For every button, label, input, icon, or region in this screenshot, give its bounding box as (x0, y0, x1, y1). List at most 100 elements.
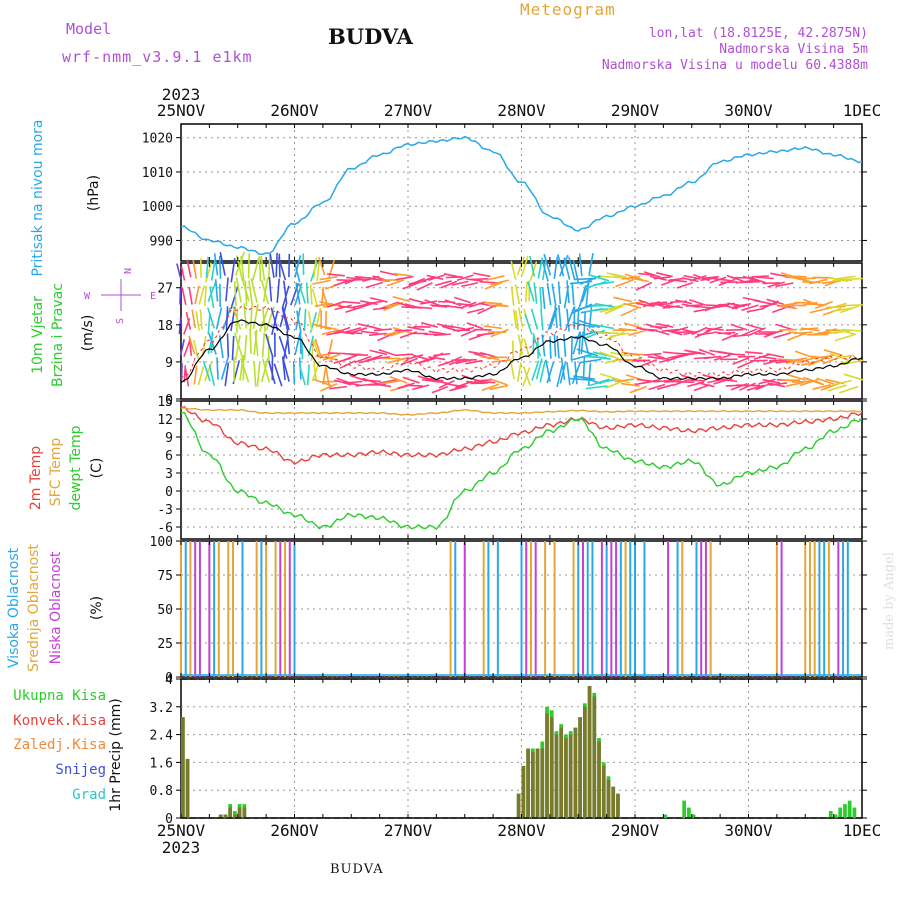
wind-arrow (476, 332, 495, 336)
wind-arrow (293, 260, 301, 283)
wind-arrow (318, 256, 326, 276)
wind-arrow (329, 385, 347, 390)
bottom-date-label: 30NOV (724, 821, 773, 840)
wind-arrow (727, 353, 746, 356)
wind-arrow (740, 328, 758, 337)
wind-arrow (547, 308, 557, 331)
wind-arrow (732, 357, 750, 365)
wind-arrow (719, 378, 738, 383)
wind-arrow (361, 330, 379, 335)
wind-arrow (748, 276, 767, 284)
model-elevation-text: Nadmorska Visina u modelu 60.4388m (601, 58, 868, 73)
wind-arrow (481, 383, 500, 392)
temp-ytick-label: 0 (165, 485, 173, 500)
wind-arrow (787, 374, 806, 381)
tick-labels: 990100010101020091827-6-3036912150255075… (142, 85, 882, 857)
wind-arrow (460, 301, 477, 309)
wind-arrow (247, 253, 251, 279)
temp-line-2 (180, 411, 863, 531)
wind-arrow (269, 253, 275, 278)
wind-arrow (671, 326, 689, 333)
wind-arrow (261, 358, 271, 383)
wind-arrow (318, 324, 337, 331)
bottom-date-label: 27NOV (384, 821, 433, 840)
precip-conv-bar (592, 696, 597, 818)
bottom-date-label: 1DEC (843, 821, 882, 840)
wind-arrow (466, 322, 484, 330)
wind-arrow (418, 357, 436, 364)
wind-arrow (305, 282, 309, 304)
wind-arrow (470, 382, 488, 385)
wind-arrow (632, 359, 651, 362)
temp-ytick-label: -6 (157, 521, 173, 536)
wind-arrow (231, 335, 235, 361)
wind-arrows (176, 251, 864, 394)
grid-lines (181, 124, 862, 818)
precip-conv-bar (573, 727, 578, 818)
wind-arrow (631, 277, 650, 283)
wind-arrow (372, 356, 391, 360)
wind-arrow (600, 275, 621, 279)
wind-arrow (489, 377, 508, 386)
wind-arrow (529, 255, 536, 277)
wind-arrow (745, 351, 763, 355)
wind-arrow (411, 384, 430, 391)
wind-arrow (737, 360, 754, 369)
precip-ytick-label: 4 (165, 673, 173, 688)
wind-arrow (363, 379, 381, 383)
wind-arrow (835, 275, 856, 280)
precip-conv-bar (223, 814, 228, 818)
wind-arrow (766, 298, 784, 306)
wind-arrow (524, 282, 528, 303)
wind-arrow (454, 296, 471, 304)
wind-arrow (450, 385, 468, 392)
wind-arrow (582, 356, 586, 380)
wind-arrow (327, 352, 346, 355)
wind-arrow (579, 358, 602, 364)
wind-arrow (260, 357, 269, 383)
wind-arrow (209, 286, 215, 309)
wind-arrow (788, 275, 807, 278)
wind-arrow (320, 383, 338, 392)
wind-arrow (539, 361, 546, 383)
wind-arrow (696, 331, 714, 336)
wind-arrow (192, 260, 198, 279)
wind-arrow (310, 340, 315, 361)
wind-arrow (198, 285, 205, 305)
wind-arrow (749, 327, 766, 336)
wind-arrow (808, 357, 826, 367)
wind-arrow (635, 281, 653, 291)
wind-arrow (843, 373, 864, 381)
wind-arrow (553, 256, 559, 280)
temp-line-0 (180, 405, 863, 465)
wind-arrow (252, 304, 259, 330)
wind-arrow (369, 349, 388, 356)
wind-arrow (433, 352, 451, 357)
wind-arrow (188, 286, 193, 305)
wind-arrow (251, 256, 260, 282)
wind-arrow (769, 382, 788, 386)
wind-arrow (445, 276, 463, 279)
wind-arrow (537, 257, 543, 279)
wind-arrow (233, 281, 237, 307)
wind-arrow (560, 357, 566, 381)
wind-arrow (585, 307, 608, 313)
wind-arrow (395, 353, 414, 357)
compass-e: E (150, 291, 156, 302)
wind-arrow (279, 303, 288, 328)
wind-arrow (522, 366, 531, 387)
wind-arrow (249, 305, 253, 331)
wind-arrow (595, 378, 617, 385)
wind-arrow (424, 299, 441, 307)
top-date-label: 30NOV (724, 101, 773, 120)
wind-arrow (614, 378, 634, 383)
wind-arrow (456, 274, 474, 282)
cloud-ytick-label: 50 (157, 603, 173, 618)
cloud-ytick-label: 75 (157, 569, 173, 584)
top-year-label: 2023 (162, 85, 201, 104)
wind-arrow (540, 308, 544, 331)
wind-arrow (354, 355, 372, 364)
wind-arrow (647, 355, 665, 360)
wind-arrow (250, 278, 258, 303)
wind-arrow (184, 368, 190, 387)
